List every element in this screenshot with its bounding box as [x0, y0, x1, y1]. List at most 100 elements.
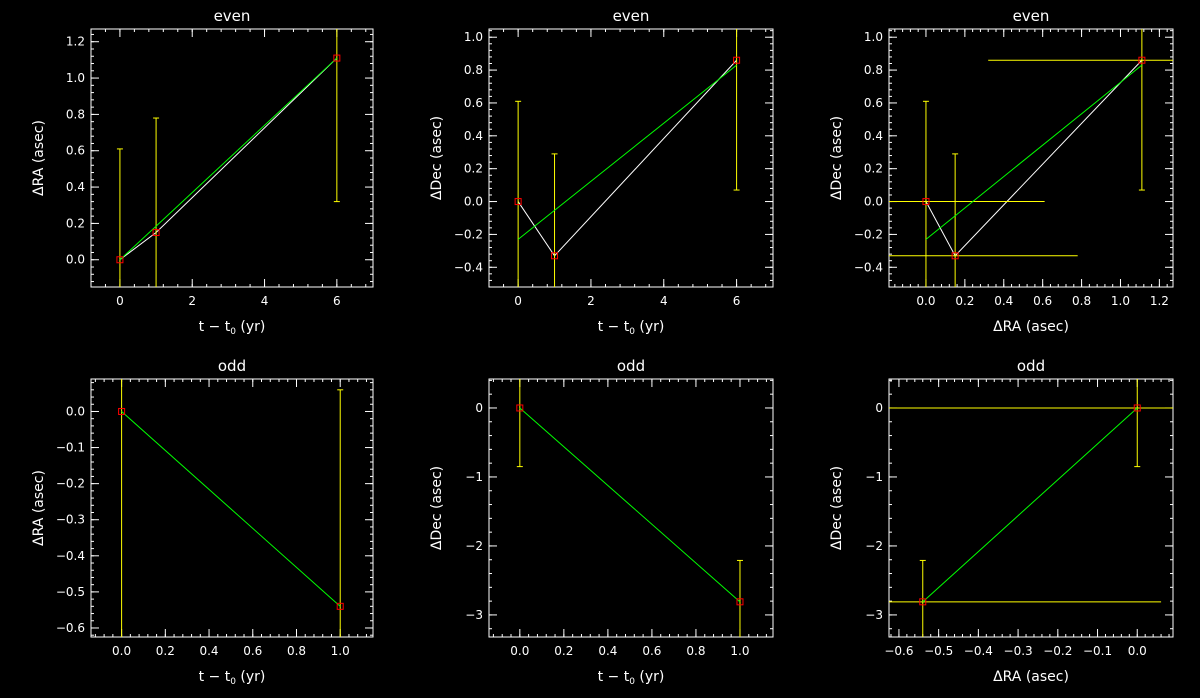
x-axis-label-main: ΔRA (asec) [993, 669, 1069, 685]
y-tick-label: 0.0 [864, 195, 883, 209]
fit-line [922, 407, 1138, 603]
y-tick-label: −0.4 [56, 549, 85, 563]
fit-line [517, 64, 737, 240]
y-tick-label: 1.0 [864, 30, 883, 44]
x-tick-label: −0.4 [964, 644, 993, 658]
x-tick-label: 0.8 [1072, 294, 1091, 308]
y-tick-label: 1.0 [464, 30, 483, 44]
x-tick-label: 1.0 [1111, 294, 1130, 308]
x-tick-label: 0.6 [642, 644, 661, 658]
x-axis-label: ΔRA (asec) [993, 319, 1069, 335]
y-tick-label: −0.3 [56, 513, 85, 527]
x-tick-label: −0.2 [1043, 644, 1072, 658]
y-tick-label: 0 [475, 401, 483, 415]
y-tick-label: −0.4 [854, 260, 883, 274]
x-axis-label: t − t0 (yr) [598, 669, 665, 687]
y-tick-label: −0.2 [56, 477, 85, 491]
y-tick-label: −1 [865, 470, 883, 484]
x-tick-label: 0.2 [955, 294, 974, 308]
y-tick-label: −3 [465, 608, 483, 622]
chart-title: even [1013, 7, 1050, 25]
data-point [514, 198, 522, 206]
data-point [516, 404, 524, 412]
y-tick-label: −0.5 [56, 585, 85, 599]
plot-frame [90, 28, 374, 288]
y-tick-label: 0.6 [66, 144, 85, 158]
x-tick-label: 0.8 [686, 644, 705, 658]
x-tick-label: −0.6 [884, 644, 913, 658]
y-tick-label: 0.6 [864, 96, 883, 110]
data-point [1138, 56, 1146, 64]
plot-frame [90, 378, 374, 638]
y-axis-label: ΔDec (asec) [429, 116, 445, 200]
x-tick-label: 4 [261, 294, 269, 308]
data-connect-line [925, 59, 1143, 257]
x-axis-label: t − t0 (yr) [199, 319, 266, 337]
chart-panel-3: even 0.0 0.2 0.4 0.6 0.8 1.0 1.2 −0.4 −0.2 0.0 0.2 0… [829, 7, 1174, 335]
x-tick-label: 6 [333, 294, 341, 308]
x-tick-label: 1.0 [730, 644, 749, 658]
chart-panel-6: odd −0.6 −0.5 −0.4 −0.3 −0.2 −0.1 0.0 −3 −2 −1 0 ΔRA… [829, 357, 1174, 685]
y-tick-label: −0.1 [56, 441, 85, 455]
x-tick-label: 2 [587, 294, 595, 308]
data-point [551, 252, 559, 260]
y-tick-label: 0.0 [66, 253, 85, 267]
y-tick-label: 0.8 [864, 63, 883, 77]
y-tick-label: −0.2 [854, 227, 883, 241]
y-tick-label: 0.8 [66, 107, 85, 121]
x-tick-label: 0.4 [199, 644, 218, 658]
chart-title: odd [617, 357, 645, 375]
y-tick-label: 1.2 [66, 35, 85, 49]
x-tick-label: 0.4 [598, 644, 617, 658]
y-axis-label: ΔDec (asec) [429, 466, 445, 550]
x-tick-label: 0.2 [156, 644, 175, 658]
data-point [733, 56, 741, 64]
x-tick-label: 0.6 [1033, 294, 1052, 308]
data-point [951, 252, 959, 260]
data-point [736, 598, 744, 606]
y-tick-label: 0.4 [464, 129, 483, 143]
data-point [152, 228, 160, 236]
x-tick-label: 0.8 [287, 644, 306, 658]
y-tick-label: −2 [465, 539, 483, 553]
data-point [336, 602, 344, 610]
x-tick-label: 0.0 [916, 294, 935, 308]
x-axis-label-subscript: 0 [629, 327, 635, 337]
x-tick-label: −0.5 [924, 644, 953, 658]
x-axis-label: ΔRA (asec) [993, 669, 1069, 685]
y-tick-label: 1.0 [66, 71, 85, 85]
data-point [922, 198, 930, 206]
fit-line [925, 64, 1143, 240]
x-axis-label: t − t0 (yr) [598, 319, 665, 337]
plot-frame [488, 378, 774, 638]
x-tick-label: 0.2 [554, 644, 573, 658]
x-tick-label: 0.0 [112, 644, 131, 658]
y-tick-label: −3 [865, 608, 883, 622]
y-tick-label: 0 [875, 401, 883, 415]
y-tick-label: 0.4 [864, 129, 883, 143]
y-axis-label: ΔRA (asec) [31, 470, 47, 546]
plot-frame [488, 28, 774, 288]
x-axis-label-subscript: 0 [629, 677, 635, 687]
x-tick-label: −0.1 [1083, 644, 1112, 658]
y-tick-label: −1 [465, 470, 483, 484]
x-axis-label-units: (yr) [635, 669, 664, 685]
x-axis-label-subscript: 0 [230, 677, 236, 687]
y-tick-label: 0.8 [464, 63, 483, 77]
x-tick-label: 0.0 [1128, 644, 1147, 658]
x-axis-label-units: (yr) [635, 319, 664, 335]
y-tick-label: −2 [865, 539, 883, 553]
y-tick-label: −0.2 [454, 227, 483, 241]
y-tick-label: 0.4 [66, 180, 85, 194]
x-tick-label: 0.6 [243, 644, 262, 658]
chart-title: odd [1017, 357, 1045, 375]
x-axis-label-units: (yr) [236, 319, 265, 335]
chart-title: even [214, 7, 251, 25]
plot-frame [888, 378, 1174, 638]
data-point [116, 256, 124, 264]
data-point [118, 407, 126, 415]
fit-line [121, 411, 341, 607]
